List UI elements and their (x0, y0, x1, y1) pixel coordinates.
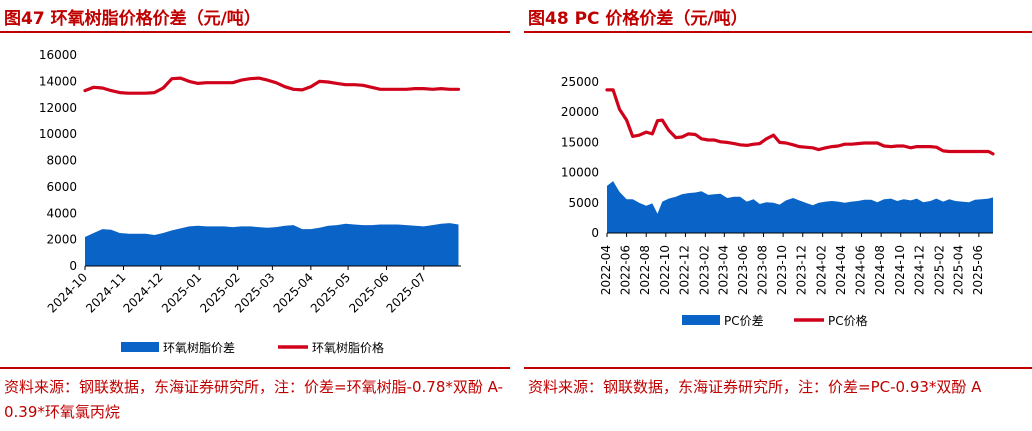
chart-panel-pc: 图48 PC 价格价差（元/吨） 0 5000 10000 15000 20000 250… (524, 0, 1032, 431)
x-tick-label: 2025-04 (271, 270, 316, 315)
x-tick-label: 2025-06 (346, 270, 391, 315)
y-tick-label: 6000 (46, 180, 77, 194)
x-tick-label: 2024-10 (893, 245, 907, 295)
y-tick-label: 10000 (39, 127, 77, 141)
x-tick-label: 2024-06 (854, 245, 868, 295)
y-tick-label: 0 (69, 259, 77, 273)
y-tick-label: 8000 (46, 154, 77, 168)
pc-price-spread-chart: 0 5000 10000 15000 20000 25000 2022-04 2022-06 2… (561, 75, 995, 328)
x-tick-label: 2025-04 (951, 245, 965, 295)
x-tick-label: 2023-08 (756, 245, 770, 295)
legend-label-spread: 环氧树脂价差 (163, 340, 235, 355)
x-tick-label: 2025-06 (971, 245, 985, 295)
x-tick-label: 2023-10 (775, 245, 789, 295)
x-tick-label: 2023-04 (716, 245, 730, 295)
y-tick-label: 12000 (39, 101, 77, 115)
title-rule (524, 31, 1032, 33)
x-tick-label: 2024-04 (834, 245, 848, 295)
chart-panel-epoxy: 图47 环氧树脂价格价差（元/吨） 0 2000 4000 6000 8000 10000… (0, 0, 510, 431)
source-note: 资料来源：钢联数据，东海证券研究所，注：价差=PC-0.93*双酚 A (528, 378, 982, 396)
spread-area-series (607, 181, 993, 233)
y-tick-label: 25000 (561, 75, 599, 89)
figure-title: 图47 环氧树脂价格价差（元/吨） (4, 9, 261, 29)
y-tick-label: 16000 (39, 48, 77, 62)
title-rule (0, 31, 510, 33)
x-tick-label: 2022-08 (638, 245, 652, 295)
x-tick-label: 2022-12 (677, 245, 691, 295)
x-tick-label: 2022-06 (619, 245, 633, 295)
legend-label-spread: PC价差 (724, 314, 764, 328)
y-tick-label: 2000 (46, 233, 77, 247)
y-tick-label: 0 (591, 226, 599, 240)
x-tick-label: 2025-01 (159, 270, 204, 315)
y-tick-label: 14000 (39, 74, 77, 88)
spread-area-series (85, 223, 459, 266)
x-tick-label: 2024-08 (873, 245, 887, 295)
x-tick-label: 2023-02 (697, 245, 711, 295)
x-tick-label: 2025-07 (384, 270, 429, 315)
x-tick-label: 2025-02 (932, 245, 946, 295)
legend-swatch-spread (682, 315, 720, 325)
x-tick-label: 2022-04 (599, 245, 613, 295)
legend-label-price: 环氧树脂价格 (312, 340, 384, 355)
source-note: 资料来源：钢联数据，东海证券研究所，注：价差=环氧树脂-0.78*双酚 A-0.… (4, 378, 503, 421)
y-tick-label: 4000 (46, 206, 77, 220)
price-line-series (605, 88, 995, 156)
y-tick-label: 5000 (568, 196, 599, 210)
epoxy-price-spread-chart: 0 2000 4000 6000 8000 10000 12000 14000 16000 202… (39, 48, 461, 355)
x-tick-label: 2024-12 (912, 245, 926, 295)
figure-title: 图48 PC 价格价差（元/吨） (528, 9, 748, 29)
y-tick-label: 15000 (561, 135, 599, 149)
x-tick-label: 2024-02 (815, 245, 829, 295)
x-tick-label: 2023-06 (736, 245, 750, 295)
x-tick-label: 2023-12 (795, 245, 809, 295)
price-line-series (83, 76, 461, 95)
source-rule (524, 367, 1032, 369)
legend-swatch-spread (121, 342, 159, 352)
x-tick-label: 2024-11 (83, 270, 128, 315)
y-tick-label: 20000 (561, 105, 599, 119)
y-tick-label: 10000 (561, 166, 599, 180)
x-tick-label: 2024-10 (45, 270, 90, 315)
legend-label-price: PC价格 (828, 313, 868, 328)
source-rule (0, 367, 510, 369)
x-tick-label: 2022-10 (658, 245, 672, 295)
x-tick-label: 2025-05 (308, 270, 353, 315)
x-tick-label: 2024-12 (120, 270, 165, 315)
